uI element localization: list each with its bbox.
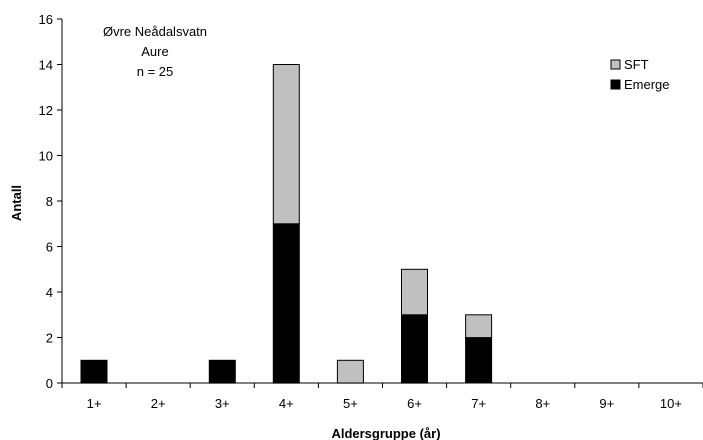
bar-sft-4 <box>272 64 300 225</box>
y-axis-title: Antall <box>9 185 24 221</box>
x-tick-label: 10+ <box>660 396 682 411</box>
y-tick-label: 12 <box>39 103 53 118</box>
axes-group: 0 2 4 6 8 10 12 14 16 1+ 2+ 3+ 4+ 5+ 6+ 7+ 8+ 9+ 10+ <box>39 12 703 411</box>
bar-emerge-7 <box>465 337 493 384</box>
y-tick-label: 8 <box>46 194 53 209</box>
bars-group <box>80 64 493 384</box>
y-tick-label: 2 <box>46 331 53 346</box>
x-tick-label: 1+ <box>87 396 102 411</box>
x-tick-label: 2+ <box>151 396 166 411</box>
x-tick-label: 3+ <box>215 396 230 411</box>
bar-emerge-1 <box>80 359 108 384</box>
x-tick-label: 6+ <box>407 396 422 411</box>
bar-sft-6 <box>401 268 428 316</box>
legend-label-sft: SFT <box>624 57 649 72</box>
y-tick-label: 4 <box>46 285 53 300</box>
annotation-line-1: Øvre Neådalsvatn <box>103 24 207 39</box>
y-tick-label: 6 <box>46 240 53 255</box>
x-tick-label: 8+ <box>535 396 550 411</box>
legend-swatch-emerge <box>610 79 621 90</box>
x-tick-label: 5+ <box>343 396 358 411</box>
legend-label-emerge: Emerge <box>624 77 670 92</box>
bar-emerge-3 <box>208 359 236 384</box>
bar-emerge-6 <box>401 314 428 384</box>
bar-emerge-4 <box>272 223 300 384</box>
y-tick-label: 16 <box>39 12 53 27</box>
legend-swatch-sft <box>610 59 621 70</box>
annotation-line-3: n = 25 <box>137 64 174 79</box>
x-tick-label: 9+ <box>599 396 614 411</box>
x-tick-label: 7+ <box>471 396 486 411</box>
y-tick-label: 14 <box>39 58 53 73</box>
y-tick-label: 0 <box>46 376 53 391</box>
legend: SFT Emerge <box>610 57 670 92</box>
bar-sft-5 <box>336 359 364 384</box>
x-tick-label: 4+ <box>279 396 294 411</box>
x-axis-title: Aldersgruppe (år) <box>331 426 440 440</box>
y-tick-label: 10 <box>39 149 53 164</box>
bar-sft-7 <box>465 314 493 339</box>
annotation-line-2: Aure <box>141 44 168 59</box>
